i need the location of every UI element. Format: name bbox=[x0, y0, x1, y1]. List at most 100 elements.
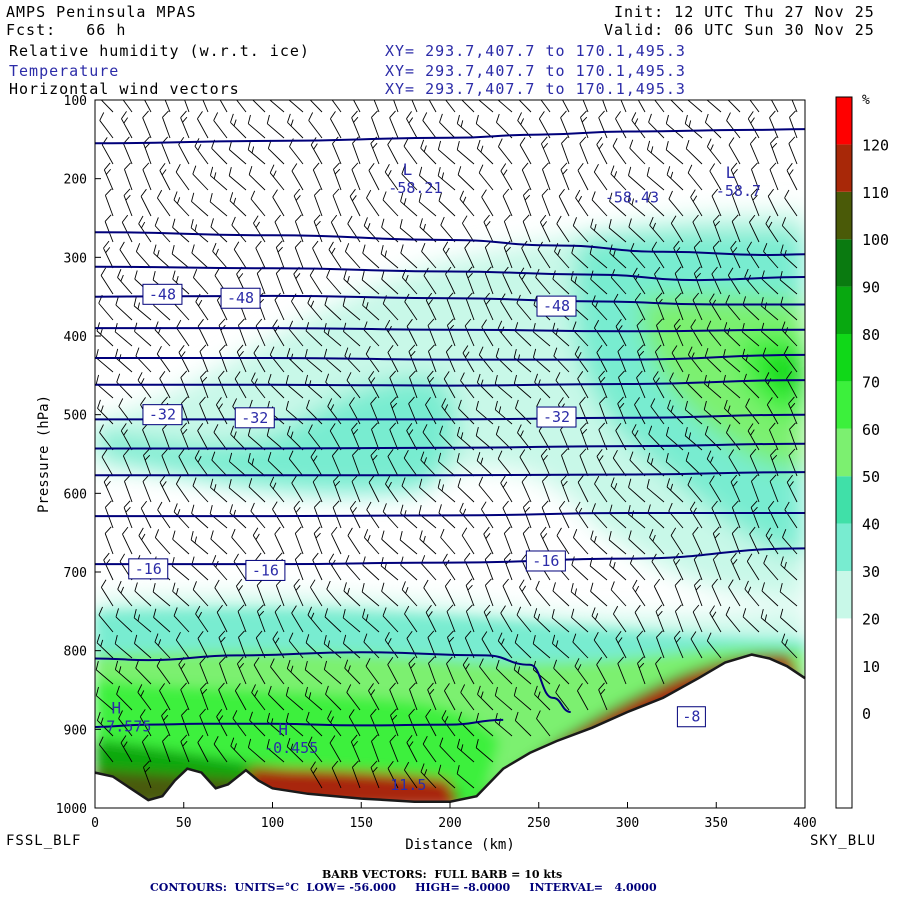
wind-barb bbox=[445, 344, 456, 373]
wind-barb bbox=[634, 292, 646, 321]
wind-barb bbox=[306, 100, 323, 113]
wind-barb bbox=[779, 583, 798, 607]
wind-barb bbox=[141, 734, 152, 763]
wind-barb bbox=[765, 215, 779, 243]
wind-barb bbox=[747, 423, 760, 451]
wind-barb bbox=[361, 271, 380, 295]
wind-barb bbox=[368, 474, 380, 503]
init-time: Init: 12 UTC Thu 27 Nov 25 bbox=[614, 3, 875, 21]
extremum-value: -0.455 bbox=[264, 739, 318, 757]
wind-barb bbox=[104, 188, 114, 217]
wind-barb bbox=[556, 527, 570, 555]
wind-barb bbox=[693, 578, 703, 607]
wind-barb bbox=[248, 478, 266, 503]
wind-barb bbox=[143, 448, 152, 477]
rh-band-40 bbox=[95, 377, 458, 494]
contour-line bbox=[95, 265, 805, 282]
wind-barb bbox=[648, 113, 665, 139]
wind-barbs bbox=[95, 100, 798, 789]
colorbar-label: 90 bbox=[862, 279, 880, 297]
wind-barb bbox=[598, 110, 608, 139]
wind-barb bbox=[363, 529, 380, 555]
wind-barb bbox=[309, 579, 323, 607]
colorbar-label: 60 bbox=[862, 421, 880, 439]
colorbar-swatch bbox=[836, 713, 852, 761]
wind-barb bbox=[572, 217, 589, 243]
wind-barb bbox=[228, 452, 247, 477]
contour-label: -8 bbox=[676, 706, 706, 728]
wind-barb bbox=[427, 682, 437, 711]
wind-barb bbox=[331, 526, 342, 555]
wind-barb bbox=[275, 266, 285, 295]
wind-barb bbox=[503, 526, 513, 555]
wind-barb bbox=[481, 501, 494, 529]
y-tick-label: 800 bbox=[64, 645, 87, 660]
wind-barb bbox=[362, 608, 380, 633]
wind-barb bbox=[171, 245, 190, 269]
wind-barb bbox=[285, 686, 304, 711]
wind-barb bbox=[120, 735, 133, 763]
wind-barb bbox=[409, 370, 418, 399]
wind-barb bbox=[749, 136, 760, 165]
wind-barb bbox=[419, 218, 437, 243]
wind-barb bbox=[371, 422, 380, 451]
wind-barb bbox=[192, 165, 209, 191]
wind-barb bbox=[442, 241, 456, 269]
wind-barb bbox=[232, 710, 247, 737]
wind-barb bbox=[560, 162, 570, 191]
wind-barb bbox=[330, 111, 342, 139]
wind-barb bbox=[216, 709, 228, 737]
wind-barb bbox=[476, 139, 494, 165]
colorbar-swatch bbox=[836, 618, 852, 666]
wind-barb bbox=[328, 553, 342, 581]
colorbar-unit: % bbox=[862, 93, 870, 108]
wind-barb bbox=[114, 660, 133, 685]
wind-barb bbox=[786, 162, 798, 191]
wind-barb bbox=[228, 166, 247, 191]
wind-barb bbox=[139, 709, 152, 737]
wind-barb bbox=[178, 137, 190, 165]
contour-line bbox=[95, 379, 805, 387]
wind-barb bbox=[608, 219, 627, 243]
axes: 0 50 100 150 200 250 300 350 400 100 200 300 400 500 6… bbox=[36, 94, 817, 853]
wind-barb bbox=[97, 399, 114, 425]
wind-barb bbox=[441, 710, 456, 737]
wind-barb bbox=[368, 683, 380, 711]
wind-barb bbox=[342, 609, 361, 633]
colorbar-label: 0 bbox=[862, 705, 871, 723]
wind-barb bbox=[180, 370, 190, 399]
wind-barb bbox=[216, 604, 228, 633]
wind-barb bbox=[274, 526, 285, 555]
wind-barb bbox=[199, 396, 209, 425]
wind-barb bbox=[478, 476, 494, 503]
wind-barb bbox=[608, 531, 627, 555]
wind-barb bbox=[305, 322, 323, 347]
wind-barb bbox=[610, 165, 627, 191]
wind-barb bbox=[441, 100, 456, 113]
wind-barb bbox=[666, 166, 684, 191]
wind-barb bbox=[304, 349, 323, 373]
wind-barb bbox=[685, 139, 703, 165]
y-tick-label: 200 bbox=[64, 173, 87, 188]
field-2-xy: XY= 293.7,407.7 to 170.1,495.3 bbox=[385, 62, 686, 80]
wind-barb bbox=[477, 685, 494, 711]
wind-barb bbox=[153, 244, 171, 269]
wind-barb bbox=[96, 322, 114, 347]
wind-barb bbox=[103, 552, 114, 581]
wind-barb bbox=[730, 162, 741, 191]
wind-barb bbox=[181, 708, 190, 737]
wind-barb bbox=[197, 111, 209, 139]
wind-barb bbox=[270, 658, 285, 685]
wind-barb bbox=[351, 110, 361, 139]
wind-barb bbox=[425, 709, 437, 737]
wind-barb bbox=[100, 579, 114, 607]
wind-barb bbox=[403, 138, 418, 165]
contour-line bbox=[95, 547, 805, 566]
wind-barb bbox=[668, 502, 684, 529]
wind-barb bbox=[323, 660, 342, 685]
wind-barb bbox=[371, 110, 380, 139]
wind-barb bbox=[406, 423, 418, 451]
svg-text:-8: -8 bbox=[682, 708, 700, 726]
wind-barb bbox=[197, 734, 209, 763]
wind-barb bbox=[219, 656, 228, 685]
